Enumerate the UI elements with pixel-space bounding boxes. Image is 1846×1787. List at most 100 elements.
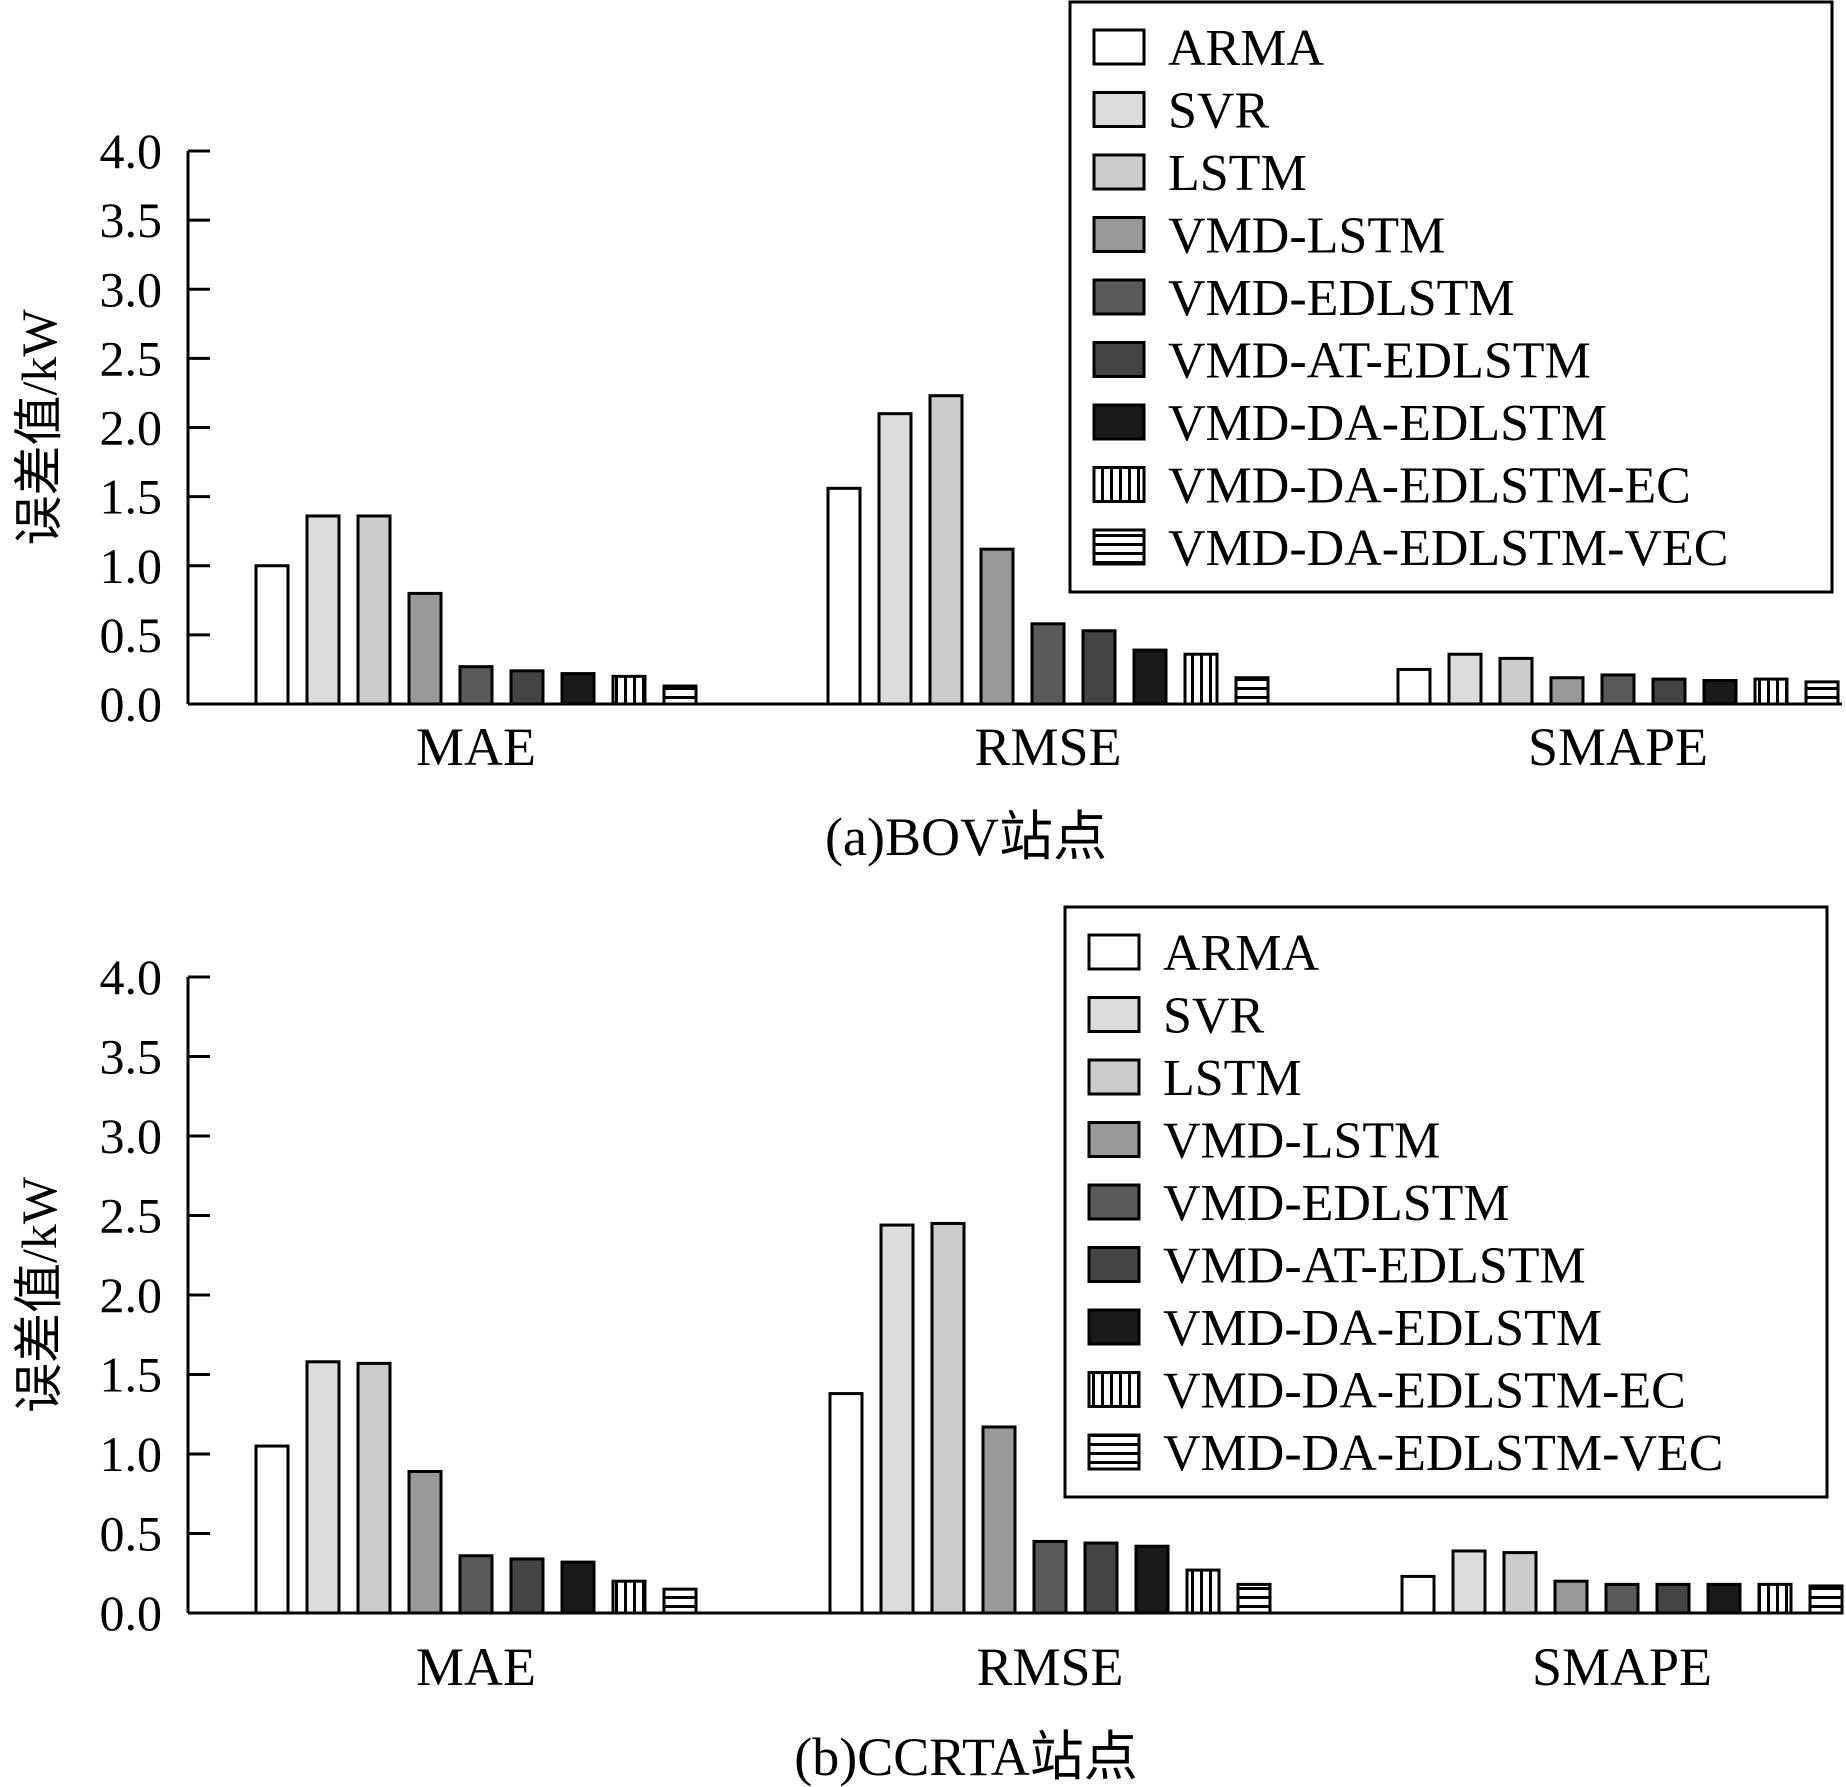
bar — [1234, 676, 1270, 706]
bar — [305, 514, 341, 706]
y-tick-label: 2.0 — [100, 400, 163, 456]
bar — [1185, 1568, 1221, 1615]
y-tick-label: 0.0 — [100, 676, 163, 732]
y-axis-label: 误差值/kW — [11, 1176, 67, 1413]
legend-label: VMD-LSTM — [1163, 1113, 1440, 1170]
bar — [1132, 648, 1168, 706]
x-category-label: RMSE — [976, 1637, 1123, 1697]
bar — [1400, 1574, 1436, 1615]
legend-box — [1068, 0, 1834, 594]
bar — [254, 564, 290, 706]
legend-swatch — [1092, 216, 1146, 253]
chart-panel-b: 0.0 0.5 1.0 1.5 2.0 2.5 3.0 3.5 4.0 误差值/kW MAE RMSE… — [11, 905, 1844, 1787]
bar — [826, 486, 862, 706]
bar — [1651, 677, 1687, 706]
legend-label: SVR — [1168, 83, 1269, 140]
x-category-label: MAE — [416, 717, 536, 777]
legend-label: VMD-DA-EDLSTM — [1168, 395, 1607, 452]
legend-swatch — [1087, 933, 1141, 971]
bar — [928, 394, 964, 706]
y-tick-label: 3.0 — [100, 1108, 163, 1164]
legend-box — [1063, 905, 1829, 1499]
bar — [879, 1223, 915, 1615]
y-tick-label: 3.5 — [100, 192, 163, 248]
bar — [1396, 667, 1432, 706]
bar — [1706, 1582, 1742, 1615]
bar — [877, 412, 913, 706]
y-tick-label: 0.5 — [100, 1506, 163, 1562]
y-tick-label: 1.5 — [100, 469, 163, 525]
bar — [458, 1554, 494, 1615]
bar — [662, 684, 698, 706]
legend-swatch — [1087, 1246, 1141, 1283]
legend-label: VMD-DA-EDLSTM-VEC — [1163, 1425, 1723, 1482]
bar — [828, 1392, 864, 1615]
bar — [254, 1444, 290, 1615]
legend-label: VMD-AT-EDLSTM — [1168, 333, 1591, 390]
bar — [611, 1579, 647, 1615]
legend-swatch — [1087, 1058, 1141, 1096]
panel-caption: (a)BOV站点 — [825, 807, 1107, 867]
bar — [979, 547, 1015, 706]
legend-swatch — [1092, 466, 1146, 503]
y-tick-label: 2.0 — [100, 1267, 163, 1323]
legend-label: VMD-LSTM — [1168, 208, 1445, 265]
bar — [1030, 622, 1066, 706]
y-tick-label: 1.0 — [100, 538, 163, 594]
bar — [305, 1360, 341, 1615]
y-tick-label: 4.0 — [100, 949, 163, 1005]
legend-swatch — [1087, 996, 1141, 1033]
legend-label: LSTM — [1168, 145, 1307, 202]
legend-label: VMD-DA-EDLSTM-VEC — [1168, 520, 1728, 577]
y-tick-label: 0.5 — [100, 607, 163, 663]
bar — [1808, 1584, 1844, 1615]
x-category-label: MAE — [416, 1637, 536, 1697]
bar — [1081, 629, 1117, 706]
bar — [1134, 1544, 1170, 1615]
legend-swatch — [1087, 1433, 1141, 1471]
x-category-label: SMAPE — [1532, 1637, 1712, 1697]
legend-label: VMD-DA-EDLSTM — [1163, 1300, 1602, 1357]
bar — [611, 674, 647, 706]
bar — [1604, 1582, 1640, 1615]
legend-label: LSTM — [1163, 1050, 1302, 1107]
legend-swatch — [1087, 1308, 1141, 1346]
bar — [930, 1221, 966, 1615]
legend-swatch — [1087, 1183, 1141, 1221]
legend-swatch — [1092, 278, 1146, 316]
legend-label: ARMA — [1163, 925, 1319, 982]
legend-swatch — [1087, 1121, 1141, 1158]
y-tick-label: 4.0 — [100, 123, 163, 179]
bar — [1451, 1549, 1487, 1615]
bar — [1032, 1539, 1068, 1615]
bar — [1498, 656, 1534, 706]
bar — [1757, 1582, 1793, 1615]
bar — [1083, 1541, 1119, 1615]
legend-swatch — [1092, 28, 1146, 66]
bar — [981, 1425, 1017, 1615]
bar — [1549, 676, 1585, 706]
y-axis-label: 误差值/kW — [11, 309, 67, 546]
legend-label: VMD-DA-EDLSTM-EC — [1163, 1363, 1686, 1420]
legend-swatch — [1092, 153, 1146, 191]
legend-swatch — [1087, 1371, 1141, 1408]
legend-swatch — [1092, 91, 1146, 128]
x-category-label: SMAPE — [1528, 717, 1708, 777]
y-tick-label: 3.0 — [100, 261, 163, 317]
bar — [356, 1361, 392, 1615]
bar — [407, 1469, 443, 1615]
bar — [509, 669, 545, 706]
y-tick-label: 1.5 — [100, 1347, 163, 1403]
bar — [1553, 1579, 1589, 1615]
bar — [1753, 677, 1789, 706]
panel-caption: (b)CCRTA站点 — [794, 1727, 1137, 1787]
legend-swatch — [1092, 528, 1146, 566]
legend-swatch — [1092, 341, 1146, 378]
bar — [1655, 1582, 1691, 1615]
legend-label: SVR — [1163, 988, 1264, 1045]
legend-label: VMD-EDLSTM — [1163, 1175, 1510, 1232]
legend-label: VMD-AT-EDLSTM — [1163, 1238, 1586, 1295]
legend-label: VMD-EDLSTM — [1168, 270, 1515, 327]
